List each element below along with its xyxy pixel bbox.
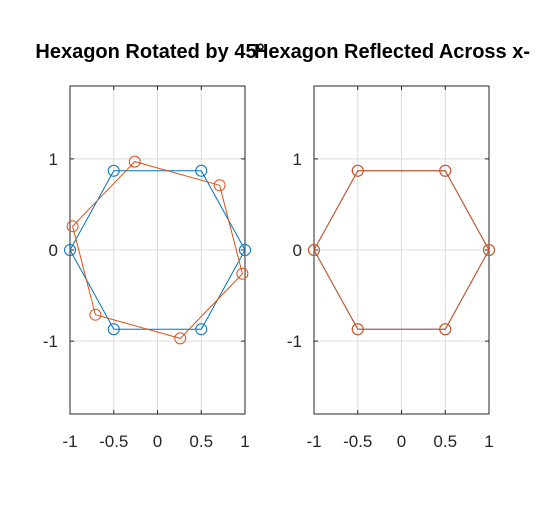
data-point (308, 244, 320, 256)
data-point (128, 155, 141, 168)
y-tick-label: -1 (287, 332, 302, 351)
plot-title: Hexagon Rotated by 45° (35, 41, 264, 63)
x-tick-label: 1 (484, 432, 493, 451)
data-point (483, 244, 495, 256)
data-point (64, 244, 76, 256)
x-tick-label: -0.5 (343, 432, 372, 451)
x-tick-label: 1 (240, 432, 249, 451)
data-point (239, 244, 251, 256)
x-tick-label: 0 (153, 432, 162, 451)
data-point (89, 308, 102, 321)
series-line (69, 170, 246, 330)
data-point (236, 267, 249, 280)
data-point (351, 323, 364, 336)
y-tick-label: 0 (293, 241, 302, 260)
x-tick-label: -0.5 (99, 432, 128, 451)
x-tick-label: -1 (62, 432, 77, 451)
y-tick-label: 1 (293, 150, 302, 169)
data-point (66, 220, 79, 233)
data-point (195, 164, 208, 177)
data-point (107, 323, 120, 336)
x-tick-label: 0.5 (189, 432, 213, 451)
x-tick-label: 0 (397, 432, 406, 451)
series-line (72, 161, 243, 339)
data-point (107, 164, 120, 177)
rotated-hexagon-plot: -1 -0.5 0 0.5 1 -1 0 1 Hexagon Rotated by 45° (35, 41, 264, 451)
y-tick-label: -1 (43, 332, 58, 351)
data-point (213, 179, 226, 192)
data-point (351, 164, 364, 177)
x-tick-label: 0.5 (433, 432, 457, 451)
plot-title: Hexagon Reflected Across x- (254, 41, 530, 63)
data-point (195, 323, 208, 336)
data-point (439, 323, 452, 336)
reflected-hexagon-plot: -1 -0.5 0 0.5 1 -1 0 1 Hexagon Reflected Across … (254, 41, 530, 451)
data-point (439, 164, 452, 177)
data-point (174, 332, 187, 345)
x-tick-label: -1 (306, 432, 321, 451)
y-tick-label: 1 (49, 150, 58, 169)
y-tick-label: 0 (49, 241, 58, 260)
series-line (313, 170, 490, 330)
